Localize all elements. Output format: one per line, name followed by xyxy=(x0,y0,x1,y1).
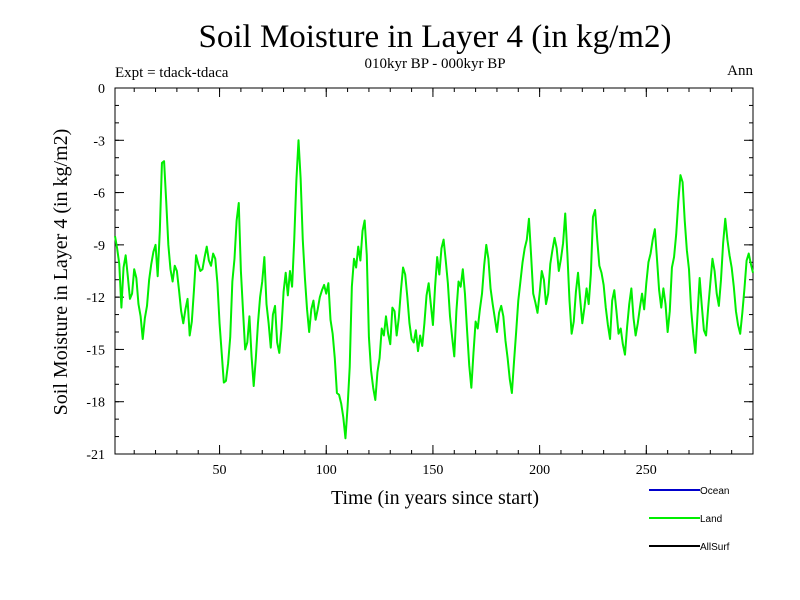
y-tick-label: -9 xyxy=(93,239,105,254)
y-tick-label: -12 xyxy=(86,291,105,306)
legend-label-allsurf: AllSurf xyxy=(700,542,730,553)
y-tick-label: -18 xyxy=(86,396,105,411)
x-tick-label: 200 xyxy=(529,463,550,478)
chart-subtitle: 010kyr BP - 000kyr BP xyxy=(364,56,505,72)
y-tick-label: -6 xyxy=(93,187,105,202)
y-axis-label: Soil Moisture in Layer 4 (in kg/m2) xyxy=(50,129,72,416)
x-tick-label: 100 xyxy=(316,463,337,478)
x-tick-label: 50 xyxy=(213,463,227,478)
series-line-land xyxy=(114,139,754,440)
legend: Ocean Land AllSurf xyxy=(649,486,730,553)
experiment-label: Expt = tdack-tdaca xyxy=(115,65,229,81)
legend-label-land: Land xyxy=(700,514,722,525)
y-tick-label: -3 xyxy=(93,134,105,149)
y-tick-label: 0 xyxy=(98,82,105,97)
x-tick-label: 150 xyxy=(422,463,443,478)
plot-area: 50 100 150 200 250 0 -3 -6 -9 -12 -15 -18 -21 xyxy=(86,82,754,478)
legend-label-ocean: Ocean xyxy=(700,486,729,497)
x-axis-label: Time (in years since start) xyxy=(331,487,539,509)
y-tick-label: -21 xyxy=(86,448,105,463)
season-label: Ann xyxy=(727,63,753,79)
y-tick-label: -15 xyxy=(86,343,105,358)
chart-title: Soil Moisture in Layer 4 (in kg/m2) xyxy=(199,19,672,55)
x-tick-label: 250 xyxy=(636,463,657,478)
